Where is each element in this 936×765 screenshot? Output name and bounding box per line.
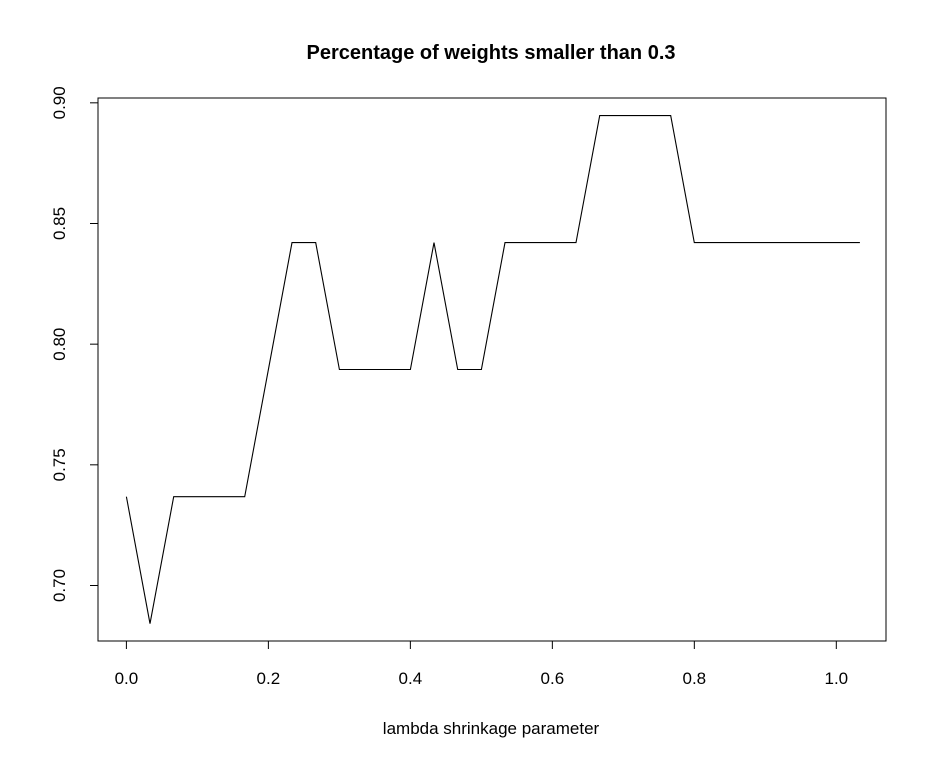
x-tick-label: 0.6 [541,669,565,688]
y-tick-label: 0.75 [50,448,69,481]
series-line [125,115,860,624]
x-axis-title: lambda shrinkage parameter [383,719,600,738]
x-tick-label: 0.8 [683,669,707,688]
y-tick-label: 0.80 [50,328,69,361]
chart-title: Percentage of weights smaller than 0.3 [306,42,675,64]
plot-frame [97,97,887,642]
x-axis: 0.0 0.2 0.4 0.6 0.8 1.0 [115,640,848,688]
x-tick-label: 0.0 [115,669,139,688]
y-axis: 0.70 0.75 0.80 0.85 0.90 [50,86,99,602]
y-tick-label: 0.90 [50,86,69,119]
y-tick-label: 0.85 [50,207,69,240]
x-tick-label: 0.4 [399,669,423,688]
x-tick-label: 0.2 [257,669,281,688]
y-tick-label: 0.70 [50,569,69,602]
x-tick-label: 1.0 [824,669,848,688]
series-layer [125,115,860,624]
